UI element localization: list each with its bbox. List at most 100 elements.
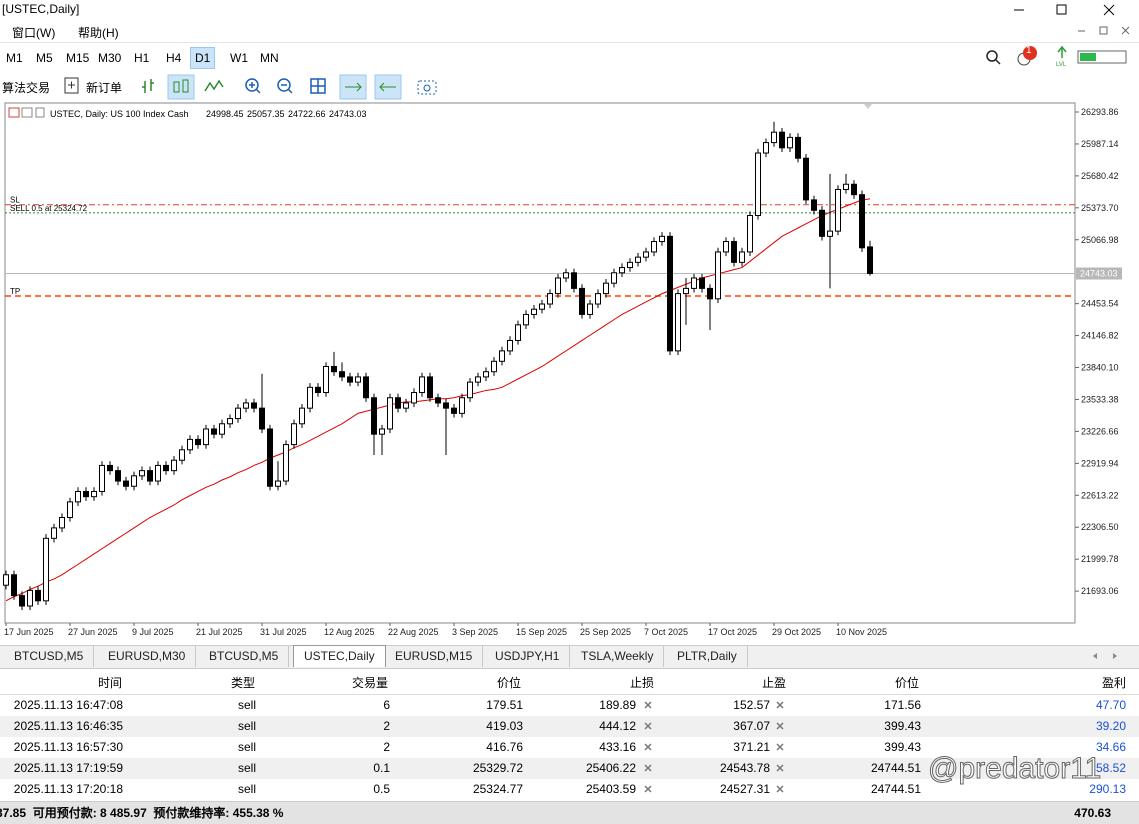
chart-icon — [35, 107, 45, 118]
timeframe-button[interactable]: H4 — [166, 51, 182, 65]
ohlc-open: 24998.45 — [206, 109, 244, 119]
cell: 416.76 — [486, 740, 523, 754]
candle-body — [451, 407, 457, 414]
cell: 399.43 — [884, 719, 921, 733]
candle-body — [619, 267, 625, 274]
position-row[interactable]: 2025.11.13 17:19:59 sell 0.1 25329.72 25406.… — [0, 758, 1139, 779]
candle-body — [683, 287, 689, 295]
candle-body — [267, 428, 273, 487]
remove-level[interactable] — [776, 764, 784, 772]
candle-body — [627, 261, 633, 269]
price-label-box — [1076, 267, 1122, 280]
candle-body — [771, 131, 777, 144]
x-tick-label: 21 Jul 2025 — [196, 627, 243, 637]
x-tick-label: 15 Sep 2025 — [516, 627, 567, 637]
chart-tab[interactable]: EURUSD,M15 — [385, 646, 484, 667]
chart-tab[interactable]: TSLA,Weekly — [571, 646, 665, 667]
timeframe-button[interactable]: M5 — [36, 51, 53, 65]
y-tick-label: 24146.82 — [1081, 331, 1119, 341]
column-header[interactable]: 交易量 — [258, 673, 393, 695]
column-header[interactable]: 盈利 — [924, 673, 1139, 695]
chart-tab[interactable]: PLTR,Daily — [667, 646, 748, 667]
candle-body — [67, 501, 73, 518]
column-header[interactable]: 价位 — [392, 673, 527, 695]
chart-tab[interactable]: BTCUSD,M5 — [4, 646, 95, 667]
candle-body — [187, 438, 193, 451]
candle-body — [299, 407, 305, 425]
remove-level[interactable] — [776, 722, 784, 730]
toolbar-icons[interactable] — [135, 73, 445, 101]
timeframe-button[interactable]: M1 — [6, 51, 23, 65]
candle-body — [467, 381, 473, 399]
candle-body — [795, 136, 801, 159]
candle-body — [147, 470, 153, 482]
chart-tab[interactable]: BTCUSD,M5 — [199, 646, 290, 667]
timeframe-button[interactable]: M15 — [66, 51, 90, 65]
remove-level[interactable] — [644, 785, 652, 793]
column-header[interactable]: 时间 — [0, 673, 128, 695]
candle-body — [819, 209, 825, 237]
candle-body — [603, 282, 609, 295]
candle-body — [747, 214, 753, 253]
position-row[interactable]: 2025.11.13 16:47:08 sell 6 179.51 189.89 152.… — [0, 695, 1139, 716]
timeframe-button[interactable]: M30 — [98, 51, 122, 65]
remove-level[interactable] — [644, 764, 652, 772]
candle-body — [179, 449, 185, 461]
y-tick-label: 22613.22 — [1081, 490, 1119, 500]
cell: 6 — [383, 698, 390, 712]
cell: 419.03 — [486, 719, 523, 733]
candle-body — [643, 251, 649, 258]
column-header[interactable]: 止盈 — [660, 673, 793, 695]
algo-trading-button[interactable]: 算法交易 — [2, 81, 51, 95]
timeframe-button[interactable]: D1 — [190, 47, 216, 69]
x-tick-label: 12 Aug 2025 — [324, 627, 375, 637]
candle-body — [595, 293, 601, 305]
watermark: @predator11 — [927, 752, 1102, 786]
menu-item[interactable]: 帮助(H) — [78, 26, 119, 40]
top-right-icons: LVL — [986, 45, 1127, 68]
column-header[interactable]: 止损 — [526, 673, 661, 695]
candle-body — [851, 183, 857, 196]
candle-body — [195, 438, 201, 446]
x-tick-label: 3 Sep 2025 — [452, 627, 498, 637]
candle-body — [787, 136, 793, 149]
cell: 25403.59 — [585, 782, 636, 796]
column-header[interactable]: 价位 — [792, 673, 925, 695]
column-header[interactable]: 类型 — [127, 673, 259, 695]
timeframe-button[interactable]: MN — [260, 51, 279, 65]
candle-body — [539, 303, 545, 310]
timeframe-button[interactable]: H1 — [134, 51, 150, 65]
candle-body — [475, 376, 481, 383]
cell: 24543.78 — [719, 761, 770, 775]
chart-icon — [21, 107, 33, 118]
tab-scroll[interactable] — [1085, 646, 1125, 666]
window-controls[interactable] — [1000, 0, 1139, 20]
remove-level[interactable] — [776, 743, 784, 751]
chart-tab[interactable]: EURUSD,M30 — [98, 646, 197, 667]
chart-tab[interactable]: USTEC,Daily — [293, 645, 386, 667]
mdi-controls[interactable] — [1070, 22, 1139, 40]
menu-item[interactable]: 窗口(W) — [12, 26, 56, 40]
remove-level[interactable] — [644, 743, 652, 751]
candle-body — [723, 241, 729, 253]
position-row[interactable]: 2025.11.13 17:20:18 sell 0.5 25324.77 25403.… — [0, 779, 1139, 800]
cell: 433.16 — [599, 740, 636, 754]
x-tick-label: 27 Jun 2025 — [68, 627, 118, 637]
candle-body — [219, 423, 225, 435]
remove-level[interactable] — [644, 722, 652, 730]
cell: 47.70 — [1095, 698, 1126, 712]
cell: 189.89 — [599, 698, 636, 712]
position-row[interactable]: 2025.11.13 16:46:35 sell 2 419.03 444.12 367.… — [0, 716, 1139, 737]
cell: 444.12 — [599, 719, 636, 733]
timeframe-button[interactable]: W1 — [230, 51, 248, 65]
candle-body — [331, 365, 337, 373]
position-row[interactable]: 2025.11.13 16:57:30 sell 2 416.76 433.16 371.… — [0, 737, 1139, 758]
new-order-button[interactable]: 新订单 — [86, 81, 123, 95]
remove-level[interactable] — [776, 785, 784, 793]
chart-tab[interactable]: USDJPY,H1 — [485, 646, 571, 667]
chart-icon — [8, 107, 20, 118]
candle-body — [35, 589, 41, 602]
remove-level[interactable] — [644, 701, 652, 709]
remove-level[interactable] — [776, 701, 784, 709]
candle-body — [403, 402, 409, 409]
